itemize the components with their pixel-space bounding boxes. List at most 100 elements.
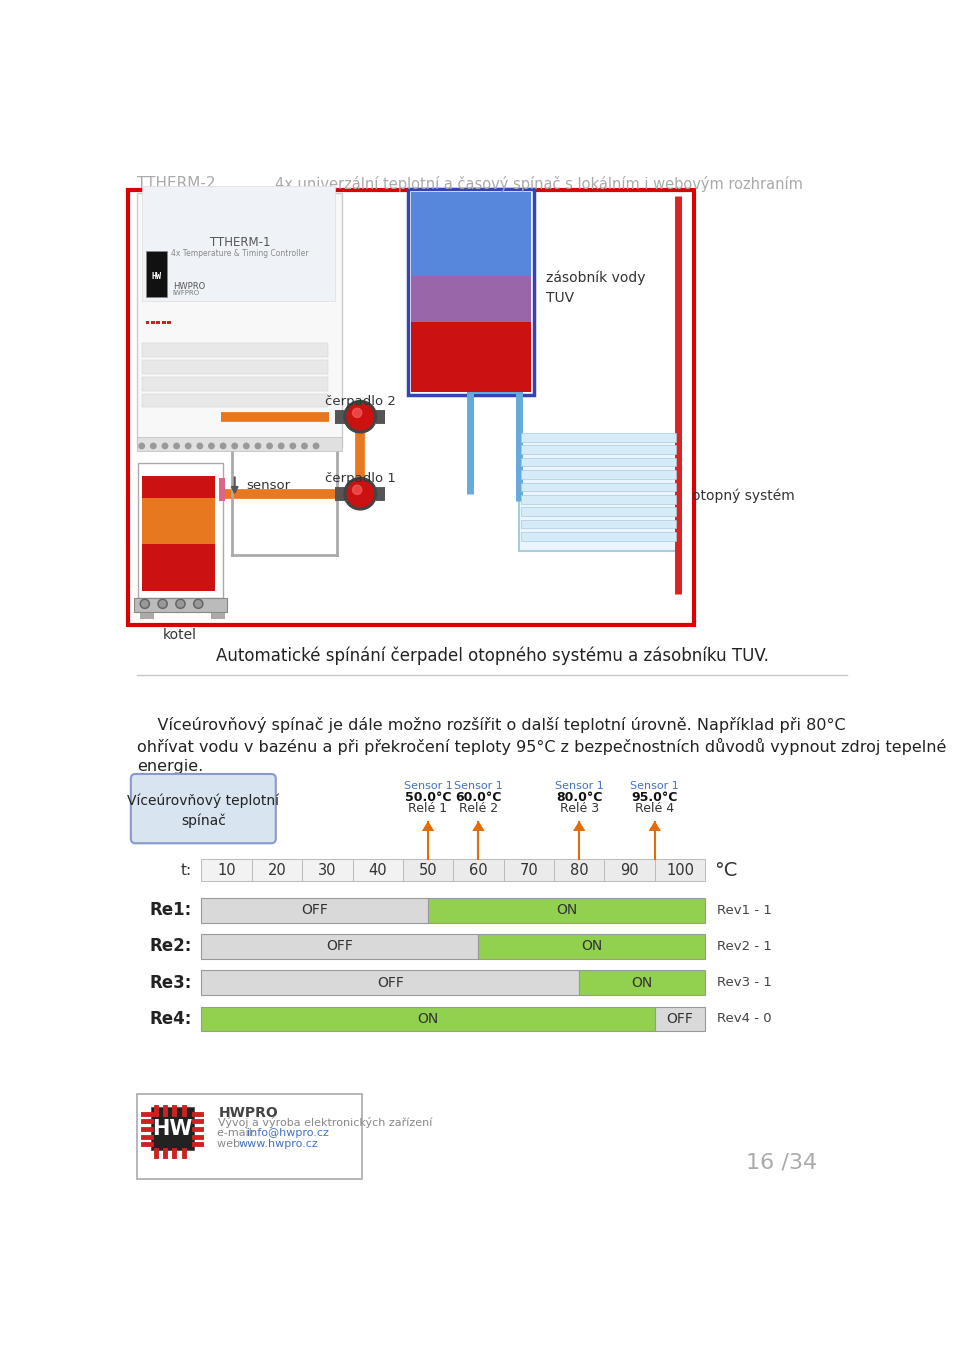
Bar — [137, 194, 343, 447]
Circle shape — [178, 600, 183, 607]
Text: zásobník vody
TUV: zásobník vody TUV — [546, 271, 646, 305]
Text: °C: °C — [714, 860, 738, 879]
Circle shape — [140, 599, 150, 608]
Bar — [504, 859, 554, 881]
Text: HW: HW — [152, 272, 161, 280]
Text: 80.0°C: 80.0°C — [556, 791, 602, 804]
FancyBboxPatch shape — [131, 774, 276, 843]
Circle shape — [185, 443, 191, 449]
Bar — [554, 859, 605, 881]
Text: Re4:: Re4: — [150, 1009, 192, 1028]
Text: OFF: OFF — [377, 976, 404, 989]
Text: HWPRO: HWPRO — [219, 1106, 278, 1119]
Bar — [411, 276, 531, 322]
Text: Re1:: Re1: — [150, 901, 192, 919]
Text: 90: 90 — [620, 863, 638, 878]
Text: TTHERM-2: TTHERM-2 — [137, 176, 216, 191]
Bar — [202, 859, 252, 881]
Circle shape — [142, 600, 148, 607]
Circle shape — [197, 443, 203, 449]
Text: IWFPRO: IWFPRO — [173, 290, 200, 295]
Bar — [146, 321, 150, 324]
Text: Relé 4: Relé 4 — [636, 802, 674, 816]
Circle shape — [352, 485, 362, 495]
Bar — [167, 321, 171, 324]
Text: Rev1 - 1: Rev1 - 1 — [717, 904, 772, 917]
Circle shape — [301, 443, 307, 449]
Bar — [162, 321, 166, 324]
Text: HWPRO: HWPRO — [173, 282, 204, 291]
Text: 10: 10 — [217, 863, 236, 878]
Bar — [142, 1100, 207, 1173]
Bar — [202, 1007, 655, 1031]
Bar — [521, 507, 676, 516]
Bar — [142, 186, 335, 301]
Circle shape — [348, 404, 373, 430]
Text: www.hwpro.cz: www.hwpro.cz — [239, 1140, 319, 1149]
Circle shape — [244, 443, 249, 449]
Text: Re3:: Re3: — [150, 974, 192, 992]
Bar — [142, 393, 327, 408]
Bar — [521, 458, 676, 466]
Text: čerpadlo 2: čerpadlo 2 — [324, 396, 396, 408]
Circle shape — [194, 599, 203, 608]
Text: Sensor 1: Sensor 1 — [555, 780, 604, 791]
Bar — [579, 970, 706, 995]
Text: Sensor 1: Sensor 1 — [631, 780, 679, 791]
Text: HW: HW — [152, 1119, 193, 1138]
Text: TTHERM-1: TTHERM-1 — [210, 236, 271, 249]
Text: e-mail:: e-mail: — [217, 1129, 259, 1138]
Circle shape — [208, 443, 214, 449]
Text: 70: 70 — [519, 863, 539, 878]
Bar — [403, 859, 453, 881]
Polygon shape — [472, 821, 485, 831]
Text: 30: 30 — [318, 863, 337, 878]
Bar — [453, 859, 504, 881]
Text: Automatické spínání čerpadel otopného systému a zásobníku TUV.: Automatické spínání čerpadel otopného sy… — [216, 646, 768, 665]
Circle shape — [344, 477, 376, 509]
Circle shape — [162, 443, 168, 449]
Text: web:: web: — [217, 1140, 247, 1149]
Bar — [142, 497, 215, 543]
Bar — [134, 598, 227, 611]
Bar — [352, 859, 403, 881]
Text: Relé 2: Relé 2 — [459, 802, 498, 816]
Text: energie.: energie. — [137, 759, 204, 774]
Bar — [137, 438, 343, 451]
Bar — [521, 470, 676, 478]
Text: 60: 60 — [469, 863, 488, 878]
Circle shape — [159, 600, 166, 607]
Bar — [252, 859, 302, 881]
Bar — [411, 192, 531, 276]
Bar — [151, 1107, 194, 1150]
Text: Vývoj a výroba elektronických zařízení: Vývoj a výroba elektronických zařízení — [219, 1117, 433, 1127]
Bar — [142, 343, 327, 356]
Bar — [655, 859, 706, 881]
Bar — [521, 434, 676, 442]
Text: 40: 40 — [369, 863, 387, 878]
Bar — [137, 1095, 362, 1179]
Text: 60.0°C: 60.0°C — [455, 791, 502, 804]
Text: t:: t: — [180, 863, 192, 878]
Circle shape — [344, 401, 376, 432]
Text: ON: ON — [581, 939, 603, 954]
Circle shape — [195, 600, 202, 607]
Circle shape — [158, 599, 167, 608]
Text: kotel: kotel — [163, 629, 197, 642]
Bar — [142, 377, 327, 390]
Circle shape — [313, 443, 319, 449]
Text: 80: 80 — [570, 863, 588, 878]
Text: 20: 20 — [268, 863, 286, 878]
Text: info@hwpro.cz: info@hwpro.cz — [247, 1129, 329, 1138]
Text: Víceúrovňový spínač je dále možno rozšířit o další teplotní úrovně. Například př: Víceúrovňový spínač je dále možno rozšíř… — [137, 717, 846, 733]
Bar — [202, 898, 428, 923]
Circle shape — [176, 599, 185, 608]
Text: otopný systém: otopný systém — [692, 488, 795, 503]
Text: Re2:: Re2: — [150, 938, 192, 955]
Bar — [521, 446, 676, 454]
Text: OFF: OFF — [666, 1012, 693, 1026]
Bar — [428, 898, 706, 923]
Bar — [521, 495, 676, 504]
Circle shape — [255, 443, 261, 449]
Bar — [519, 440, 678, 551]
